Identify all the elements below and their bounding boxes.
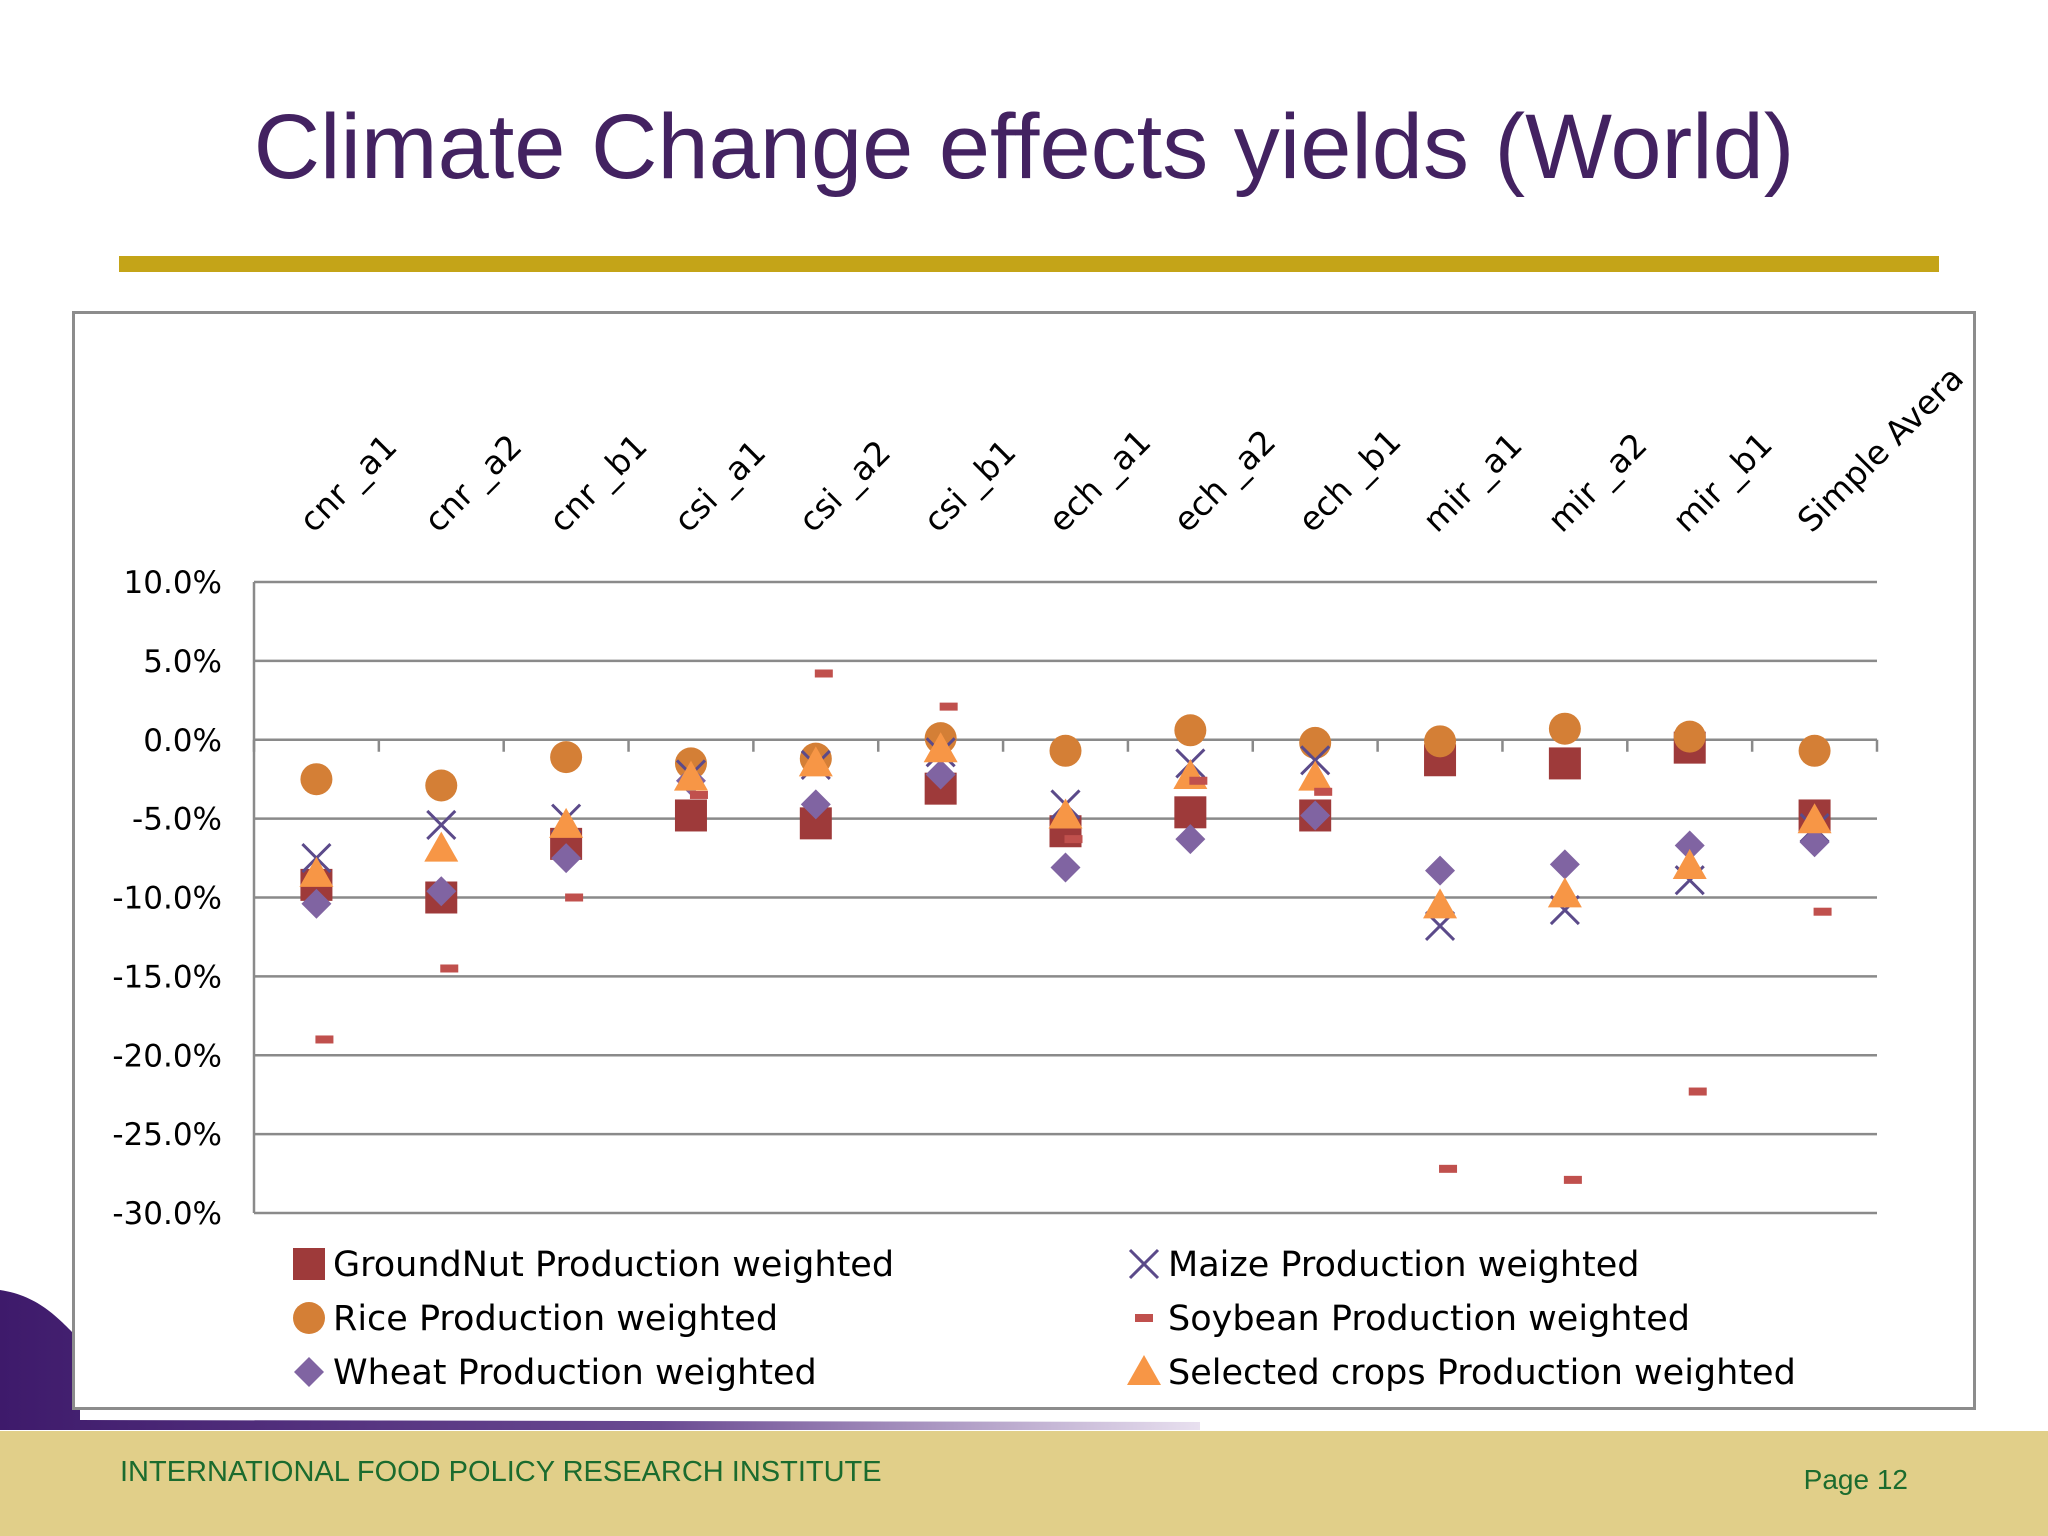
title-rule bbox=[119, 256, 1939, 272]
dash-marker bbox=[315, 1035, 334, 1044]
triangle-marker bbox=[1547, 877, 1582, 908]
y-tick-label: -25.0% bbox=[112, 1117, 222, 1153]
legend-dash-marker bbox=[1135, 1314, 1153, 1322]
footer-organization: INTERNATIONAL FOOD POLICY RESEARCH INSTI… bbox=[120, 1456, 882, 1488]
triangle-marker bbox=[673, 760, 708, 791]
dash-marker bbox=[689, 790, 708, 799]
triangle-marker bbox=[1423, 888, 1458, 919]
legend: GroundNut Production weighted Maize Produ… bbox=[293, 1245, 1796, 1393]
dash-marker bbox=[814, 669, 833, 678]
y-tick-label: 0.0% bbox=[143, 723, 222, 759]
category-label: cnr _a2 bbox=[416, 427, 529, 540]
grid-lines bbox=[252, 580, 1879, 1215]
diamond-marker bbox=[1549, 849, 1580, 880]
dash-marker bbox=[1813, 907, 1832, 916]
legend-label: Maize Production weighted bbox=[1168, 1245, 1640, 1285]
triangle-marker bbox=[923, 732, 958, 763]
square-marker bbox=[1548, 747, 1581, 780]
triangle-marker bbox=[424, 831, 459, 862]
category-label: csi _a1 bbox=[666, 432, 773, 539]
category-label: Simple Avera bbox=[1790, 358, 1971, 539]
legend-x-marker bbox=[1128, 1248, 1160, 1280]
legend-diamond-marker bbox=[294, 1357, 324, 1387]
circle-marker bbox=[425, 769, 458, 802]
legend-label: Rice Production weighted bbox=[333, 1299, 778, 1339]
dash-marker bbox=[1563, 1175, 1582, 1184]
triangle-marker bbox=[1797, 803, 1832, 834]
y-tick-label: -15.0% bbox=[112, 959, 222, 995]
category-labels: cnr _a1 cnr _a2 cnr _b1 csi _a1 csi _a2 csi _… bbox=[292, 358, 1971, 539]
diamond-marker bbox=[1175, 824, 1206, 855]
dash-marker bbox=[440, 964, 459, 973]
diamond-marker bbox=[925, 759, 956, 790]
dash-marker bbox=[939, 702, 958, 711]
legend-circle-marker bbox=[293, 1302, 325, 1334]
diamond-marker bbox=[1425, 855, 1456, 886]
square-marker bbox=[674, 799, 707, 832]
y-tick-label: 10.0% bbox=[124, 565, 222, 601]
diamond-marker bbox=[800, 789, 831, 820]
diamond-marker bbox=[551, 843, 582, 874]
square-marker bbox=[1174, 796, 1207, 829]
y-tick-label: -30.0% bbox=[112, 1196, 222, 1232]
circle-marker bbox=[1299, 726, 1332, 759]
chart-frame: 10.0% 5.0% 0.0% -5.0% -10.0% -15.0% -20.0% -25.… bbox=[72, 311, 1976, 1410]
circle-marker bbox=[1424, 725, 1457, 758]
legend-label: Soybean Production weighted bbox=[1168, 1299, 1690, 1339]
dash-marker bbox=[1189, 776, 1208, 785]
data-markers bbox=[299, 669, 1832, 1184]
triangle-marker bbox=[549, 807, 584, 838]
legend-label: Wheat Production weighted bbox=[333, 1353, 817, 1393]
dash-marker bbox=[1314, 787, 1333, 796]
circle-marker bbox=[1548, 712, 1581, 745]
category-label: csi _b1 bbox=[916, 432, 1024, 540]
slide-title: Climate Change effects yields (World) bbox=[253, 96, 1795, 198]
category-label: cnr _b1 bbox=[541, 426, 655, 540]
category-label: mir _a2 bbox=[1540, 425, 1655, 540]
footer-band bbox=[0, 1431, 2048, 1536]
circle-marker bbox=[550, 741, 583, 774]
circle-marker bbox=[1174, 714, 1207, 747]
y-tick-label: -10.0% bbox=[112, 881, 222, 917]
legend-triangle-marker bbox=[1127, 1355, 1161, 1385]
triangle-marker bbox=[299, 856, 334, 887]
diamond-marker bbox=[1674, 830, 1705, 861]
legend-label: GroundNut Production weighted bbox=[333, 1245, 894, 1285]
legend-label: Selected crops Production weighted bbox=[1168, 1353, 1796, 1393]
page-number: Page 12 bbox=[1803, 1464, 1908, 1495]
x-marker bbox=[1300, 745, 1331, 776]
circle-marker bbox=[1673, 720, 1706, 753]
y-tick-label: -20.0% bbox=[112, 1038, 222, 1074]
y-axis-ticks: 10.0% 5.0% 0.0% -5.0% -10.0% -15.0% -20.0% -25.… bbox=[112, 565, 222, 1232]
category-label: ech _a1 bbox=[1041, 422, 1159, 540]
triangle-marker bbox=[1048, 798, 1083, 829]
category-label: ech _b1 bbox=[1290, 421, 1408, 539]
category-label: mir _a1 bbox=[1415, 425, 1530, 540]
y-tick-label: 5.0% bbox=[143, 644, 222, 680]
legend-square-marker bbox=[293, 1248, 325, 1280]
category-label: mir _b1 bbox=[1665, 425, 1780, 540]
diamond-marker bbox=[1300, 800, 1331, 831]
circle-marker bbox=[300, 763, 333, 796]
triangle-marker bbox=[1672, 848, 1707, 879]
diamond-marker bbox=[1799, 827, 1830, 858]
triangle-marker bbox=[798, 746, 833, 777]
dash-marker bbox=[1439, 1164, 1458, 1173]
dash-marker bbox=[565, 893, 584, 902]
dash-marker bbox=[1064, 835, 1083, 844]
dash-marker bbox=[1688, 1087, 1707, 1096]
x-marker bbox=[426, 809, 457, 840]
category-label: csi _a2 bbox=[791, 432, 898, 539]
circle-marker bbox=[1049, 734, 1082, 767]
diamond-marker bbox=[1050, 852, 1081, 883]
diamond-marker bbox=[301, 888, 332, 919]
triangle-marker bbox=[1298, 760, 1333, 791]
y-tick-label: -5.0% bbox=[132, 802, 222, 838]
category-label: cnr _a1 bbox=[292, 427, 405, 540]
category-label: ech _a2 bbox=[1165, 422, 1283, 540]
scatter-chart: 10.0% 5.0% 0.0% -5.0% -10.0% -15.0% -20.0% -25.… bbox=[112, 358, 1971, 1393]
circle-marker bbox=[1798, 734, 1831, 767]
diamond-marker bbox=[426, 876, 457, 907]
